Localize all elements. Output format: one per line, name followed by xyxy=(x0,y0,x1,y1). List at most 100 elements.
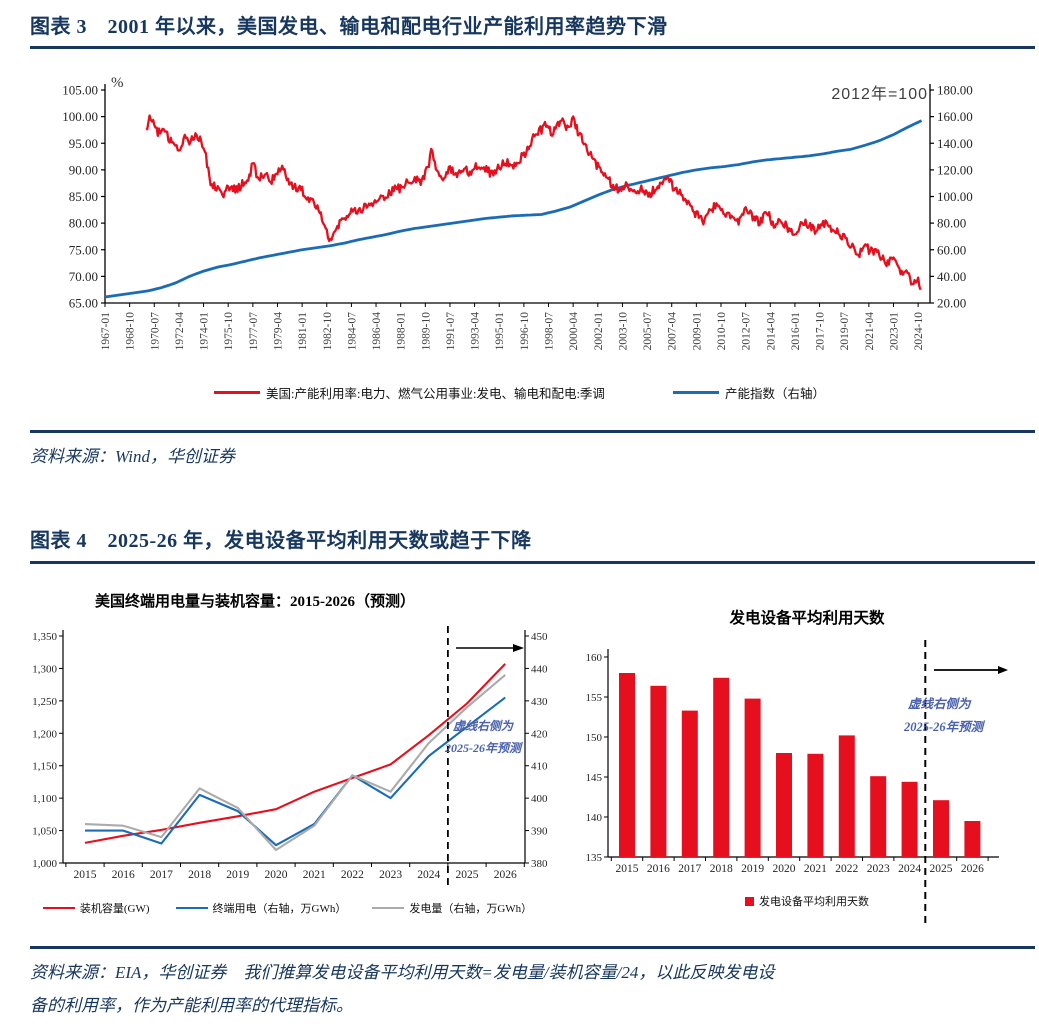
red-line-swatch xyxy=(214,390,261,395)
bar-2019 xyxy=(744,698,761,857)
svg-text:2016-01: 2016-01 xyxy=(790,312,802,351)
svg-text:105.00: 105.00 xyxy=(62,83,98,98)
figure3-source-rule xyxy=(30,430,1035,433)
svg-text:1996-10: 1996-10 xyxy=(519,312,531,351)
svg-text:2018: 2018 xyxy=(710,863,733,875)
svg-text:2009-01: 2009-01 xyxy=(691,312,703,351)
svg-text:155: 155 xyxy=(586,692,603,704)
svg-text:1,250: 1,250 xyxy=(32,696,57,708)
bar-2017 xyxy=(681,710,698,857)
svg-text:2020: 2020 xyxy=(265,869,288,881)
svg-text:1995-01: 1995-01 xyxy=(494,312,506,351)
svg-text:%: % xyxy=(111,75,124,91)
svg-text:2018: 2018 xyxy=(188,869,211,881)
svg-text:1975-10: 1975-10 xyxy=(223,312,235,351)
svg-text:2025: 2025 xyxy=(456,869,479,881)
svg-text:100.00: 100.00 xyxy=(937,189,973,204)
svg-text:400: 400 xyxy=(531,793,548,805)
svg-text:145: 145 xyxy=(586,772,603,784)
figure3-title-rule xyxy=(30,46,1035,49)
svg-text:1968-10: 1968-10 xyxy=(125,312,137,351)
svg-text:2015: 2015 xyxy=(616,863,639,875)
legend-label: 装机容量(GW) xyxy=(79,903,150,915)
figure4-source-rule xyxy=(30,946,1035,949)
svg-text:20.00: 20.00 xyxy=(937,296,966,311)
bar-2023 xyxy=(870,776,887,857)
svg-text:1981-01: 1981-01 xyxy=(297,312,309,351)
bar-2016 xyxy=(650,685,667,857)
capacity-index-line xyxy=(104,119,923,299)
svg-text:1,100: 1,100 xyxy=(32,793,57,805)
svg-text:2021: 2021 xyxy=(804,863,827,875)
figure4-source: 资料来源：EIA，华创证券 我们推算发电设备平均利用天数=发电量/装机容量/24… xyxy=(30,956,774,1022)
svg-text:135: 135 xyxy=(586,852,603,864)
svg-text:1,300: 1,300 xyxy=(32,663,57,675)
svg-text:1998-07: 1998-07 xyxy=(544,312,556,351)
svg-text:2007-04: 2007-04 xyxy=(667,312,679,351)
svg-text:450: 450 xyxy=(531,631,548,643)
svg-text:2014-04: 2014-04 xyxy=(765,312,777,351)
svg-text:1967-01: 1967-01 xyxy=(100,312,112,351)
legend-label: 发电量（右轴，万GWh） xyxy=(409,903,533,915)
svg-text:95.00: 95.00 xyxy=(69,136,98,151)
figure3-source: 资料来源：Wind，华创证券 xyxy=(30,447,235,466)
svg-text:1,000: 1,000 xyxy=(32,858,57,870)
figure4-left-legend: 装机容量(GW) 终端用电（右轴，万GWh） 发电量（右轴，万GWh） xyxy=(20,900,555,916)
svg-text:2005-07: 2005-07 xyxy=(642,312,654,351)
svg-text:2026: 2026 xyxy=(494,869,517,881)
svg-text:1993-04: 1993-04 xyxy=(470,312,482,351)
series-line-2 xyxy=(84,674,506,852)
svg-text:2012-07: 2012-07 xyxy=(741,312,753,351)
svg-text:140: 140 xyxy=(586,812,603,824)
svg-text:2017-10: 2017-10 xyxy=(815,312,827,351)
svg-text:1970-07: 1970-07 xyxy=(149,312,161,351)
svg-text:1988-01: 1988-01 xyxy=(396,312,408,351)
bar-2020 xyxy=(776,753,792,857)
utilization-rate-line xyxy=(145,114,922,291)
forecast-arrow-head xyxy=(513,644,524,652)
forecast-annotation-line1: 虚线右侧为 xyxy=(907,697,972,711)
base-year-annotation: 2012年=100 xyxy=(831,85,928,103)
svg-text:1,150: 1,150 xyxy=(32,761,57,773)
legend-item-utilization-days: 发电设备平均利用天数 xyxy=(745,893,869,909)
svg-text:440: 440 xyxy=(531,663,548,675)
series-line-0 xyxy=(84,663,506,844)
legend-label: 美国:产能利用率:电力、燃气公用事业:发电、输电和配电:季调 xyxy=(266,387,605,401)
legend-item-utilization: 美国:产能利用率:电力、燃气公用事业:发电、输电和配电:季调 xyxy=(214,383,605,402)
svg-text:390: 390 xyxy=(531,826,548,838)
figure4-left-chart-title: 美国终端用电量与装机容量：2015-2026（预测） xyxy=(95,594,415,610)
bar-2018 xyxy=(713,677,730,857)
svg-text:1982-10: 1982-10 xyxy=(322,312,334,351)
legend-label: 产能指数（右轴） xyxy=(724,387,825,401)
svg-text:2019: 2019 xyxy=(741,863,764,875)
legend-item-generation: 发电量（右轴，万GWh） xyxy=(372,900,532,916)
gray-line-swatch xyxy=(372,906,405,910)
bar-2025 xyxy=(933,800,949,857)
svg-text:1,200: 1,200 xyxy=(32,728,57,740)
svg-text:2024: 2024 xyxy=(417,869,440,881)
legend-label: 发电设备平均利用天数 xyxy=(759,896,869,908)
figure4-source-line1: 资料来源：EIA，华创证券 我们推算发电设备平均利用天数=发电量/装机容量/24… xyxy=(30,963,775,982)
svg-text:1989-10: 1989-10 xyxy=(420,312,432,351)
forecast-annotation-line1: 虚线右侧为 xyxy=(452,719,514,733)
svg-text:2017: 2017 xyxy=(678,863,701,875)
svg-text:1974-01: 1974-01 xyxy=(199,312,211,351)
svg-text:2016: 2016 xyxy=(112,869,135,881)
svg-text:2022: 2022 xyxy=(341,869,364,881)
svg-text:2003-10: 2003-10 xyxy=(617,312,629,351)
svg-text:1977-07: 1977-07 xyxy=(248,312,260,351)
svg-text:1984-07: 1984-07 xyxy=(346,312,358,351)
forecast-annotation-line2: 2025-26年预测 xyxy=(444,741,523,755)
svg-text:140.00: 140.00 xyxy=(937,136,973,151)
legend-item-capacity-index: 产能指数（右轴） xyxy=(672,383,825,402)
forecast-arrow-head xyxy=(998,666,1008,674)
bar-2026 xyxy=(964,821,981,857)
svg-text:2024: 2024 xyxy=(898,863,921,875)
svg-text:2016: 2016 xyxy=(647,863,670,875)
svg-text:40.00: 40.00 xyxy=(937,269,966,284)
svg-text:1,350: 1,350 xyxy=(32,631,57,643)
svg-text:1986-04: 1986-04 xyxy=(371,312,383,351)
figure3-utilization-chart: 105.00 100.00 95.00 90.00 85.00 80.00 75.00 70.… xyxy=(62,75,973,351)
figure4-title-rule xyxy=(30,561,1035,564)
